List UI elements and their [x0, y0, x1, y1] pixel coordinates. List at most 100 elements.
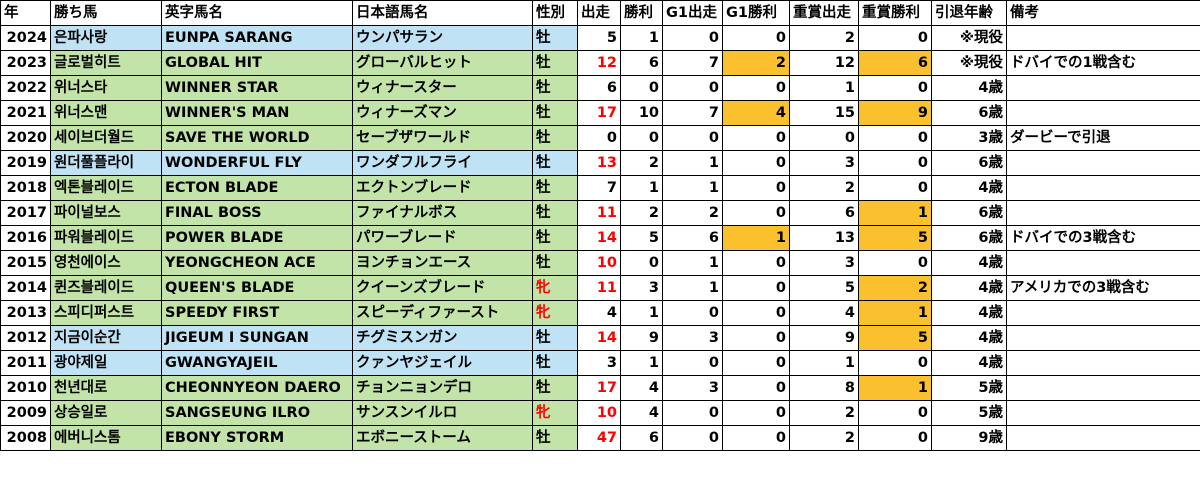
cell-starts[interactable]: 10 [577, 400, 621, 426]
cell-year[interactable]: 2021 [0, 100, 51, 126]
cell-winner[interactable]: 세이브더월드 [50, 125, 162, 151]
cell-graded-wins[interactable]: 0 [858, 425, 932, 451]
cell-graded-starts[interactable]: 3 [789, 150, 859, 176]
header-graded-wins[interactable]: 重賞勝利 [858, 0, 932, 26]
cell-g1-starts[interactable]: 0 [662, 75, 723, 101]
cell-winner[interactable]: 천년대로 [50, 375, 162, 401]
cell-starts[interactable]: 47 [577, 425, 621, 451]
cell-winner[interactable]: 광야제일 [50, 350, 162, 376]
cell-starts[interactable]: 17 [577, 375, 621, 401]
cell-g1-starts[interactable]: 7 [662, 50, 723, 76]
cell-graded-wins[interactable]: 0 [858, 150, 932, 176]
cell-winner[interactable]: 영천에이스 [50, 250, 162, 276]
cell-g1-starts[interactable]: 0 [662, 25, 723, 51]
cell-graded-starts[interactable]: 13 [789, 225, 859, 251]
cell-retire-age[interactable]: 6歳 [931, 150, 1007, 176]
cell-graded-starts[interactable]: 9 [789, 325, 859, 351]
cell-wins[interactable]: 6 [620, 50, 663, 76]
cell-english-name[interactable]: WINNER'S MAN [161, 100, 353, 126]
cell-notes[interactable] [1006, 425, 1200, 451]
cell-graded-wins[interactable]: 0 [858, 125, 932, 151]
cell-sex[interactable]: 牡 [532, 250, 578, 276]
cell-starts[interactable]: 3 [577, 350, 621, 376]
cell-graded-starts[interactable]: 2 [789, 400, 859, 426]
cell-wins[interactable]: 0 [620, 75, 663, 101]
cell-g1-starts[interactable]: 0 [662, 125, 723, 151]
cell-winner[interactable]: 엑톤블레이드 [50, 175, 162, 201]
cell-wins[interactable]: 4 [620, 375, 663, 401]
cell-english-name[interactable]: GLOBAL HIT [161, 50, 353, 76]
cell-english-name[interactable]: WONDERFUL FLY [161, 150, 353, 176]
cell-starts[interactable]: 4 [577, 300, 621, 326]
cell-retire-age[interactable]: 4歳 [931, 250, 1007, 276]
cell-graded-wins[interactable]: 0 [858, 250, 932, 276]
cell-graded-starts[interactable]: 3 [789, 250, 859, 276]
cell-retire-age[interactable]: 6歳 [931, 200, 1007, 226]
cell-japanese-name[interactable]: ファイナルボス [352, 200, 533, 226]
header-year[interactable]: 年 [0, 0, 51, 26]
cell-sex[interactable]: 牡 [532, 350, 578, 376]
cell-wins[interactable]: 2 [620, 150, 663, 176]
cell-sex[interactable]: 牡 [532, 125, 578, 151]
cell-year[interactable]: 2024 [0, 25, 51, 51]
cell-wins[interactable]: 0 [620, 125, 663, 151]
cell-sex[interactable]: 牡 [532, 425, 578, 451]
cell-english-name[interactable]: POWER BLADE [161, 225, 353, 251]
cell-retire-age[interactable]: ※現役 [931, 50, 1007, 76]
cell-wins[interactable]: 9 [620, 325, 663, 351]
cell-starts[interactable]: 5 [577, 25, 621, 51]
cell-graded-starts[interactable]: 1 [789, 75, 859, 101]
cell-retire-age[interactable]: 3歳 [931, 125, 1007, 151]
cell-starts[interactable]: 12 [577, 50, 621, 76]
cell-english-name[interactable]: CHEONNYEON DAERO [161, 375, 353, 401]
cell-retire-age[interactable]: 4歳 [931, 300, 1007, 326]
cell-year[interactable]: 2017 [0, 200, 51, 226]
cell-english-name[interactable]: QUEEN'S BLADE [161, 275, 353, 301]
cell-japanese-name[interactable]: エボニーストーム [352, 425, 533, 451]
cell-g1-starts[interactable]: 2 [662, 200, 723, 226]
cell-wins[interactable]: 4 [620, 400, 663, 426]
cell-year[interactable]: 2018 [0, 175, 51, 201]
cell-winner[interactable]: 스피디퍼스트 [50, 300, 162, 326]
cell-starts[interactable]: 0 [577, 125, 621, 151]
cell-graded-wins[interactable]: 1 [858, 300, 932, 326]
cell-retire-age[interactable]: 4歳 [931, 275, 1007, 301]
cell-retire-age[interactable]: 4歳 [931, 325, 1007, 351]
cell-sex[interactable]: 牡 [532, 175, 578, 201]
cell-g1-wins[interactable]: 2 [722, 50, 790, 76]
header-english-name[interactable]: 英字馬名 [161, 0, 353, 26]
cell-g1-starts[interactable]: 1 [662, 150, 723, 176]
header-winner[interactable]: 勝ち馬 [50, 0, 162, 26]
cell-wins[interactable]: 1 [620, 175, 663, 201]
cell-starts[interactable]: 14 [577, 325, 621, 351]
cell-graded-wins[interactable]: 2 [858, 275, 932, 301]
cell-graded-wins[interactable]: 6 [858, 50, 932, 76]
cell-graded-wins[interactable]: 5 [858, 225, 932, 251]
cell-english-name[interactable]: YEONGCHEON ACE [161, 250, 353, 276]
cell-notes[interactable]: ドバイでの1戦含む [1006, 50, 1200, 76]
cell-sex[interactable]: 牡 [532, 200, 578, 226]
cell-wins[interactable]: 1 [620, 25, 663, 51]
cell-starts[interactable]: 11 [577, 200, 621, 226]
cell-retire-age[interactable]: ※現役 [931, 25, 1007, 51]
cell-g1-wins[interactable]: 0 [722, 250, 790, 276]
cell-starts[interactable]: 6 [577, 75, 621, 101]
cell-japanese-name[interactable]: ウィナーズマン [352, 100, 533, 126]
cell-english-name[interactable]: EUNPA SARANG [161, 25, 353, 51]
cell-wins[interactable]: 10 [620, 100, 663, 126]
cell-year[interactable]: 2009 [0, 400, 51, 426]
cell-starts[interactable]: 10 [577, 250, 621, 276]
cell-english-name[interactable]: SPEEDY FIRST [161, 300, 353, 326]
cell-g1-starts[interactable]: 1 [662, 250, 723, 276]
cell-english-name[interactable]: FINAL BOSS [161, 200, 353, 226]
cell-g1-wins[interactable]: 0 [722, 275, 790, 301]
cell-wins[interactable]: 2 [620, 200, 663, 226]
cell-g1-wins[interactable]: 0 [722, 175, 790, 201]
header-notes[interactable]: 備考 [1006, 0, 1200, 26]
cell-notes[interactable] [1006, 75, 1200, 101]
cell-english-name[interactable]: ECTON BLADE [161, 175, 353, 201]
cell-year[interactable]: 2013 [0, 300, 51, 326]
cell-starts[interactable]: 11 [577, 275, 621, 301]
cell-sex[interactable]: 牝 [532, 275, 578, 301]
cell-g1-wins[interactable]: 0 [722, 325, 790, 351]
